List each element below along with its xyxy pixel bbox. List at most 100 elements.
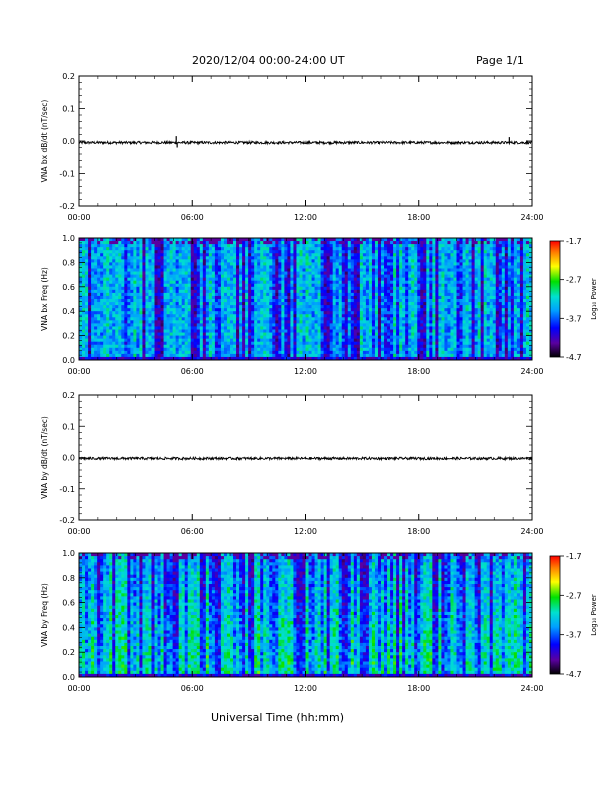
spectrogram-cell xyxy=(109,256,113,260)
spectrogram-cell xyxy=(184,274,189,279)
spectrogram-cell xyxy=(139,241,143,245)
spectrogram-cell xyxy=(362,329,367,333)
spectrogram-cell xyxy=(459,250,463,254)
spectrogram-cell xyxy=(226,286,231,291)
spectrogram-cell xyxy=(172,299,177,303)
spectrogram-cell xyxy=(293,286,297,291)
spectrogram-cell xyxy=(199,241,204,245)
spectrogram-cell xyxy=(320,253,325,257)
spectrogram-cell xyxy=(453,332,457,336)
spectrogram-cell xyxy=(447,268,451,272)
spectrogram-cell xyxy=(187,268,192,272)
spectrogram-cell xyxy=(193,280,198,285)
spectrogram-cell xyxy=(257,268,261,272)
spectrogram-cell xyxy=(239,302,243,306)
spectrogram-cell xyxy=(314,314,318,318)
spectrogram-cell xyxy=(308,283,312,288)
spectrogram-cell xyxy=(196,320,201,324)
spectrogram-cell xyxy=(124,289,128,294)
spectrogram-cell xyxy=(504,250,509,254)
spectrogram-cell xyxy=(381,332,385,336)
spectrogram-cell xyxy=(118,280,122,285)
spectrogram-cell xyxy=(287,274,291,279)
spectrogram-cell xyxy=(287,286,291,291)
spectrogram-cell xyxy=(368,253,373,257)
spectrogram-cell xyxy=(501,256,506,260)
spectrogram-cell xyxy=(317,244,321,248)
spectrogram-cell xyxy=(100,247,104,251)
spectrogram-cell xyxy=(181,274,186,279)
spectrogram-cell xyxy=(142,238,146,242)
spectrogram-cell xyxy=(82,299,86,303)
spectrogram-cell xyxy=(112,256,116,260)
spectrogram-cell xyxy=(97,335,101,340)
spectrogram-cell xyxy=(471,244,476,248)
spectrogram-cell xyxy=(444,299,448,303)
spectrogram-cell xyxy=(384,299,388,303)
spectrogram-cell xyxy=(196,326,201,330)
spectrogram-cell xyxy=(390,280,394,285)
spectrogram-cell xyxy=(459,295,463,300)
spectrogram-cell xyxy=(525,305,530,309)
spectrogram-cell xyxy=(399,268,403,272)
spectrogram-cell xyxy=(236,247,240,251)
spectrogram-cell xyxy=(341,253,346,257)
spectrogram-cell xyxy=(423,292,427,297)
spectrogram-cell xyxy=(465,289,469,294)
spectrogram-cell xyxy=(435,250,439,254)
spectrogram-cell xyxy=(121,286,125,291)
spectrogram-cell xyxy=(320,305,325,309)
spectrogram-cell xyxy=(381,241,385,245)
spectrogram-cell xyxy=(368,314,373,318)
spectrogram-cell xyxy=(374,295,379,300)
spectrogram-cell xyxy=(381,289,385,294)
spectrogram-cell xyxy=(103,317,107,321)
spectrogram-cell xyxy=(79,317,83,321)
spectrogram-cell xyxy=(396,289,400,294)
spectrogram-cell xyxy=(474,314,479,318)
spectrogram-cell xyxy=(374,277,379,282)
spectrogram-cell xyxy=(347,295,352,300)
spectrogram-cell xyxy=(151,317,155,321)
spectrogram-cell xyxy=(317,314,321,318)
spectrogram-cell xyxy=(377,280,382,285)
spectrogram-cell xyxy=(405,259,409,263)
spectrogram-cell xyxy=(450,311,454,315)
spectrogram-cell xyxy=(402,299,406,303)
spectrogram-cell xyxy=(423,308,427,312)
spectrogram-cell xyxy=(381,247,385,251)
spectrogram-cell xyxy=(103,323,107,327)
spectrogram-cell xyxy=(302,253,306,257)
spectrogram-cell xyxy=(263,238,267,242)
spectrogram-cell xyxy=(145,244,149,248)
spectrogram-cell xyxy=(308,250,312,254)
spectrogram-cell xyxy=(384,332,388,336)
spectrogram-cell xyxy=(115,292,119,297)
spectrogram-cell xyxy=(157,238,161,242)
spectrogram-cell xyxy=(302,305,306,309)
spectrogram-cell xyxy=(124,259,128,263)
spectrogram-cell xyxy=(127,308,131,312)
spectrogram-cell xyxy=(278,256,282,260)
spectrogram-cell xyxy=(97,302,101,306)
spectrogram-cell xyxy=(408,332,412,336)
spectrogram-cell xyxy=(341,262,346,266)
spectrogram-cell xyxy=(275,302,279,306)
spectrogram-cell xyxy=(384,311,388,315)
spectrogram-cell xyxy=(205,289,210,294)
spectrogram-cell xyxy=(278,292,282,297)
spectrogram-cell xyxy=(148,308,152,312)
spectrogram-cell xyxy=(462,256,466,260)
spectrogram-cell xyxy=(432,244,436,248)
spectrogram-cell xyxy=(281,317,285,321)
spectrogram-cell xyxy=(468,265,472,269)
spectrogram-cell xyxy=(377,244,382,248)
spectrogram-cell xyxy=(139,326,143,330)
spectrogram-cell xyxy=(287,305,291,309)
spectrogram-cell xyxy=(130,265,134,269)
spectrogram-cell xyxy=(148,283,152,288)
spectrogram-cell xyxy=(465,265,469,269)
spectrogram-cell xyxy=(384,250,388,254)
spectrogram-cell xyxy=(504,323,509,327)
spectrogram-cell xyxy=(184,244,189,248)
